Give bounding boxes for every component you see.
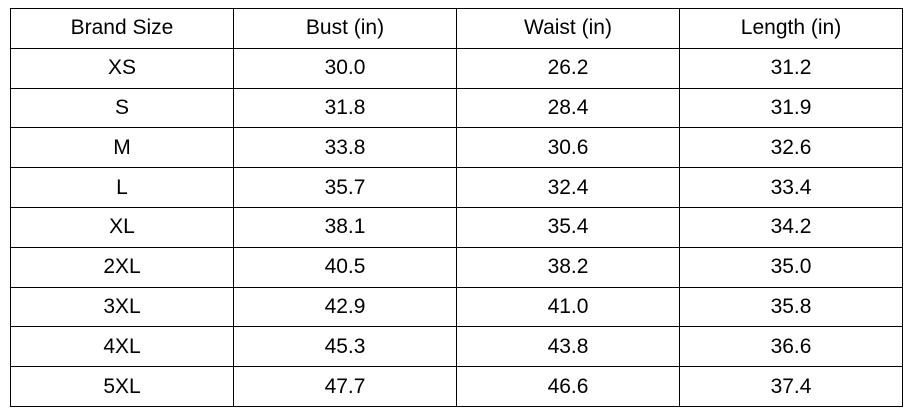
table-row: 5XL 47.7 46.6 37.4 — [10, 366, 903, 407]
measure-cell: 30.0 — [233, 47, 457, 89]
table-row: XS 30.0 26.2 31.2 — [10, 47, 903, 89]
measure-cell: 31.8 — [233, 87, 457, 129]
size-cell: 5XL — [10, 366, 234, 407]
size-table: Brand Size Bust (in) Waist (in) Length (in)… — [10, 8, 903, 407]
table-body: XS 30.0 26.2 31.2 S 31.8 28.4 31.9 M 33.8 30.6 32.6… — [10, 47, 903, 407]
measure-cell: 33.8 — [233, 127, 457, 169]
measure-cell: 35.8 — [679, 286, 903, 328]
measure-cell: 43.8 — [456, 326, 680, 368]
size-cell: M — [10, 127, 234, 169]
measure-cell: 35.0 — [679, 246, 903, 288]
size-cell: S — [10, 87, 234, 129]
size-cell: XL — [10, 206, 234, 248]
header-row: Brand Size Bust (in) Waist (in) Length (in) — [10, 8, 903, 49]
size-cell: 4XL — [10, 326, 234, 368]
size-cell: 2XL — [10, 246, 234, 288]
size-cell: XS — [10, 47, 234, 89]
measure-cell: 31.9 — [679, 87, 903, 129]
measure-cell: 31.2 — [679, 47, 903, 89]
measure-cell: 30.6 — [456, 127, 680, 169]
measure-cell: 38.2 — [456, 246, 680, 288]
measure-cell: 32.6 — [679, 127, 903, 169]
measure-cell: 41.0 — [456, 286, 680, 328]
measure-cell: 38.1 — [233, 206, 457, 248]
measure-cell: 47.7 — [233, 366, 457, 407]
table-row: XL 38.1 35.4 34.2 — [10, 206, 903, 248]
measure-cell: 32.4 — [456, 167, 680, 208]
table-row: S 31.8 28.4 31.9 — [10, 87, 903, 129]
measure-cell: 36.6 — [679, 326, 903, 368]
size-cell: L — [10, 167, 234, 208]
measure-cell: 35.4 — [456, 206, 680, 248]
measure-cell: 45.3 — [233, 326, 457, 368]
measure-cell: 33.4 — [679, 167, 903, 208]
measure-cell: 40.5 — [233, 246, 457, 288]
header-cell: Bust (in) — [233, 8, 457, 49]
table-row: 3XL 42.9 41.0 35.8 — [10, 286, 903, 328]
table-row: 2XL 40.5 38.2 35.0 — [10, 246, 903, 288]
header-cell: Brand Size — [10, 8, 234, 49]
measure-cell: 26.2 — [456, 47, 680, 89]
measure-cell: 42.9 — [233, 286, 457, 328]
table-row: L 35.7 32.4 33.4 — [10, 167, 903, 208]
header-cell: Waist (in) — [456, 8, 680, 49]
measure-cell: 37.4 — [679, 366, 903, 407]
table-row: M 33.8 30.6 32.6 — [10, 127, 903, 169]
measure-cell: 46.6 — [456, 366, 680, 407]
measure-cell: 28.4 — [456, 87, 680, 129]
table-row: 4XL 45.3 43.8 36.6 — [10, 326, 903, 368]
header-cell: Length (in) — [679, 8, 903, 49]
measure-cell: 35.7 — [233, 167, 457, 208]
size-cell: 3XL — [10, 286, 234, 328]
measure-cell: 34.2 — [679, 206, 903, 248]
